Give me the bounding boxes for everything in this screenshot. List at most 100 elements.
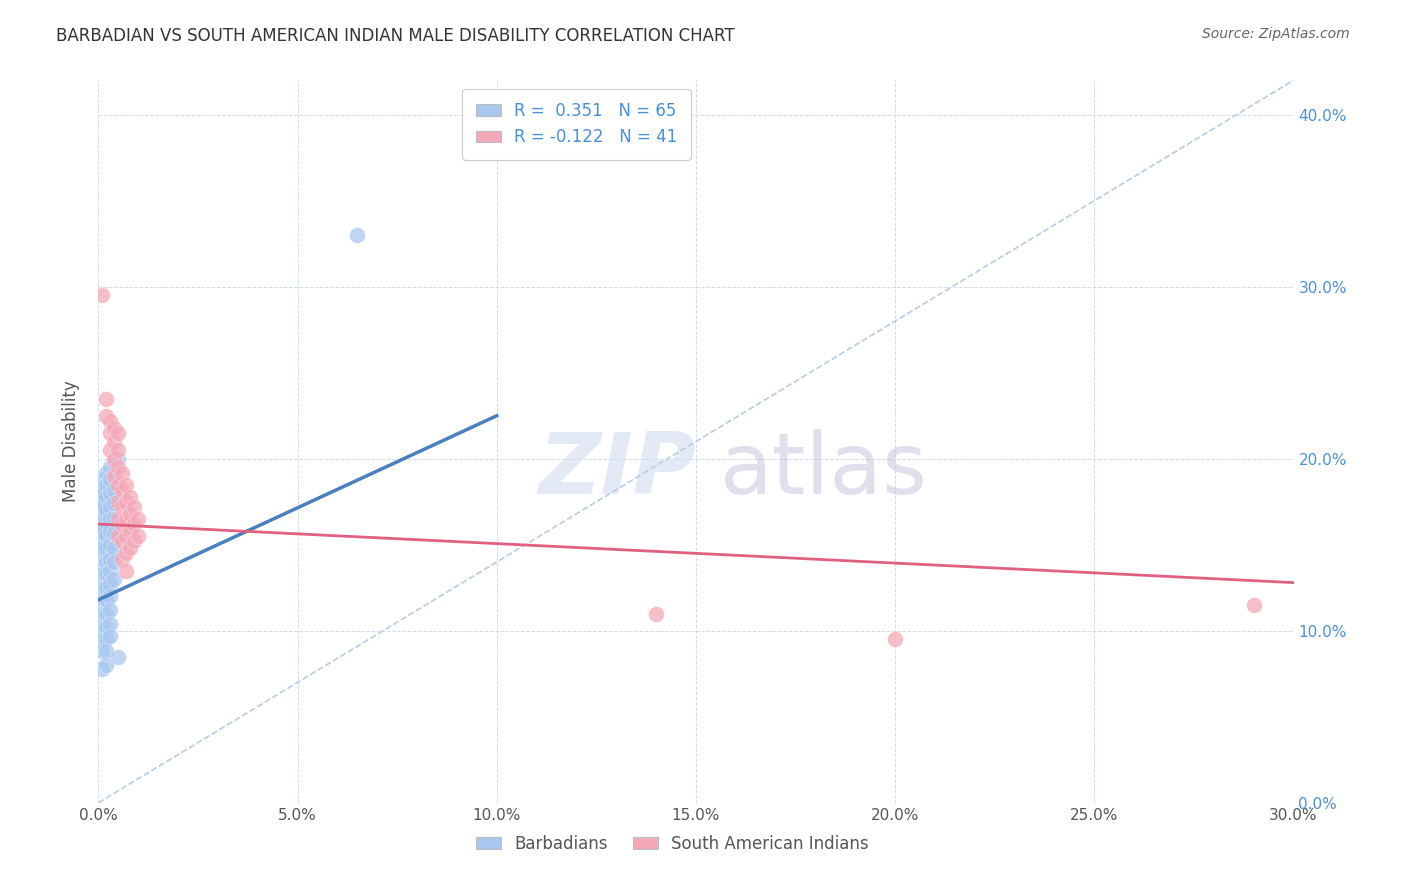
Point [96, 392, 118, 406]
Point [346, 228, 368, 243]
Point [98, 590, 122, 604]
Point [98, 564, 122, 578]
Point [120, 541, 142, 556]
Point [107, 649, 129, 664]
Point [90, 500, 112, 514]
Point [93, 486, 115, 500]
Point [96, 658, 118, 673]
Point [93, 500, 115, 514]
Point [91, 581, 114, 595]
Point [98, 500, 122, 514]
Point [103, 512, 125, 526]
Point [111, 551, 134, 566]
Point [107, 451, 129, 466]
Point [120, 524, 142, 538]
Point [98, 603, 122, 617]
Point [98, 629, 122, 643]
Point [89, 541, 111, 556]
Point [96, 409, 118, 423]
Point [90, 524, 112, 538]
Point [115, 494, 138, 508]
Point [91, 490, 114, 504]
Point [103, 541, 125, 556]
Point [89, 529, 111, 543]
Point [96, 503, 118, 517]
Legend: Barbadians, South American Indians: Barbadians, South American Indians [470, 828, 875, 860]
Point [1243, 598, 1265, 612]
Point [96, 567, 118, 582]
Point [127, 512, 149, 526]
Point [90, 512, 112, 526]
Point [96, 477, 118, 491]
Point [91, 567, 114, 582]
Point [884, 632, 907, 647]
Point [91, 541, 114, 556]
Point [96, 466, 118, 480]
Point [111, 466, 134, 480]
Point [98, 460, 122, 475]
Text: ZIP: ZIP [538, 429, 696, 512]
Point [98, 425, 122, 440]
Point [115, 564, 138, 578]
Point [91, 524, 114, 538]
Point [91, 607, 114, 621]
Point [107, 477, 129, 491]
Y-axis label: Male Disability: Male Disability [62, 381, 80, 502]
Point [98, 486, 122, 500]
Point [96, 632, 118, 647]
Point [98, 414, 122, 428]
Point [103, 434, 125, 449]
Point [96, 592, 118, 607]
Point [103, 469, 125, 483]
Point [103, 555, 125, 569]
Point [103, 496, 125, 510]
Point [91, 632, 114, 647]
Text: atlas: atlas [720, 429, 928, 512]
Point [91, 288, 114, 302]
Point [107, 425, 129, 440]
Point [91, 620, 114, 634]
Point [98, 512, 122, 526]
Point [91, 662, 114, 676]
Point [96, 607, 118, 621]
Point [96, 555, 118, 569]
Point [120, 507, 142, 521]
Point [107, 512, 129, 526]
Point [93, 472, 115, 486]
Point [111, 517, 134, 532]
Point [124, 534, 146, 549]
Point [124, 517, 146, 532]
Point [96, 490, 118, 504]
Point [107, 460, 129, 475]
Point [96, 581, 118, 595]
Point [111, 483, 134, 497]
Point [115, 512, 138, 526]
Point [103, 451, 125, 466]
Point [96, 620, 118, 634]
Text: Source: ZipAtlas.com: Source: ZipAtlas.com [1202, 27, 1350, 41]
Point [115, 546, 138, 560]
Point [103, 525, 125, 540]
Point [98, 551, 122, 566]
Point [645, 607, 668, 621]
Point [111, 534, 134, 549]
Point [91, 483, 114, 497]
Point [107, 443, 129, 458]
Point [98, 443, 122, 458]
Point [120, 490, 142, 504]
Point [103, 572, 125, 586]
Point [96, 529, 118, 543]
Point [96, 541, 118, 556]
Point [111, 500, 134, 514]
Point [98, 524, 122, 538]
Point [103, 483, 125, 497]
Point [91, 494, 114, 508]
Point [91, 592, 114, 607]
Point [98, 616, 122, 631]
Point [91, 555, 114, 569]
Point [98, 472, 122, 486]
Point [103, 455, 125, 469]
Point [127, 529, 149, 543]
Point [91, 644, 114, 658]
Point [115, 529, 138, 543]
